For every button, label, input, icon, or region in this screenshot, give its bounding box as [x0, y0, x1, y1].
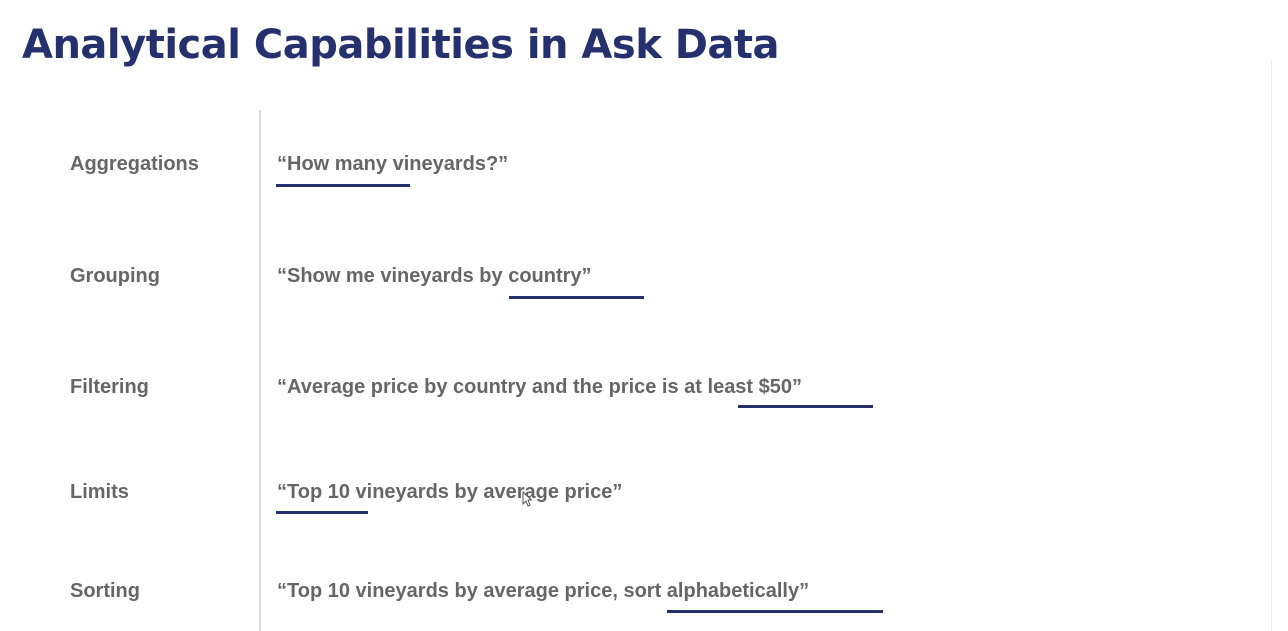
row-example-sorting: “Top 10 vineyards by average price, sort… — [277, 580, 810, 602]
row-example-aggregations: “How many vineyards?” — [277, 153, 509, 175]
mouse-pointer-icon — [522, 491, 532, 507]
highlight-underline-grouping — [509, 296, 644, 299]
highlight-underline-sorting — [667, 610, 883, 613]
row-example-limits: “Top 10 vineyards by average price” — [277, 481, 623, 503]
row-label-sorting: Sorting — [70, 580, 140, 602]
right-edge-line — [1271, 60, 1272, 631]
row-example-filtering: “Average price by country and the price … — [277, 376, 803, 398]
row-label-filtering: Filtering — [70, 376, 149, 398]
row-example-grouping: “Show me vineyards by country” — [277, 265, 592, 287]
row-label-grouping: Grouping — [70, 265, 160, 287]
slide-title: Analytical Capabilities in Ask Data — [22, 22, 780, 68]
highlight-underline-filtering — [738, 405, 873, 408]
column-divider — [259, 110, 261, 631]
highlight-underline-limits — [276, 511, 368, 514]
row-label-aggregations: Aggregations — [70, 153, 199, 175]
row-label-limits: Limits — [70, 481, 129, 503]
highlight-underline-aggregations — [276, 184, 410, 187]
